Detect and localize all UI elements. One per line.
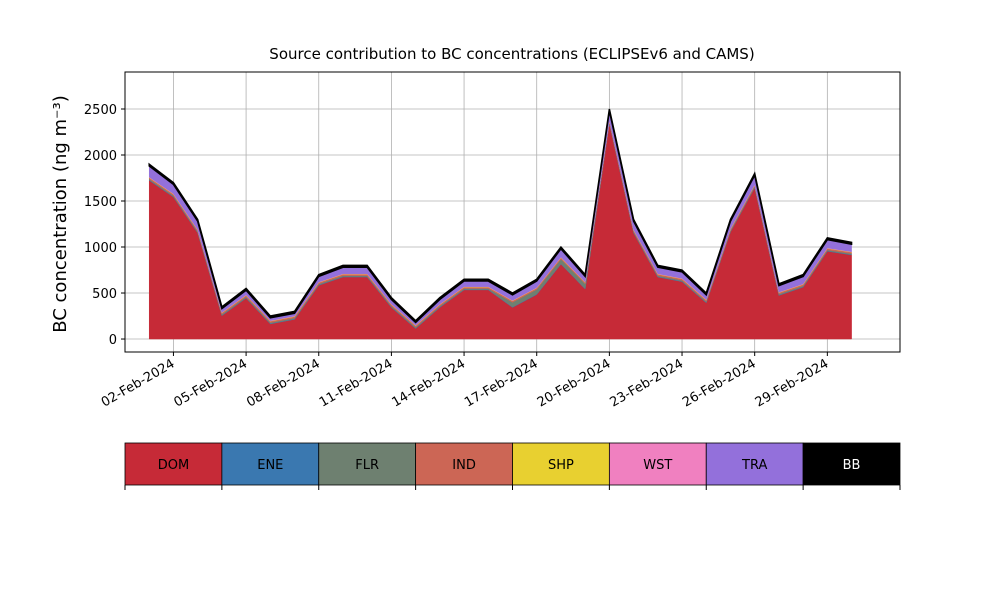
plot-frame: [124, 71, 901, 353]
legend-label: SHP: [548, 458, 574, 473]
legend-swatch: [415, 442, 513, 486]
legend-swatch: [512, 442, 610, 486]
legend-label: ENE: [257, 458, 283, 473]
legend-swatch: [608, 442, 707, 486]
y-tick-label: 2500: [84, 103, 117, 118]
x-tick-label: 14-Feb-2024: [390, 356, 469, 410]
legend-swatch: [318, 442, 417, 486]
x-tick-label: 08-Feb-2024: [244, 356, 323, 410]
area: [148, 108, 853, 324]
legend-label: IND: [452, 458, 476, 473]
y-tick-label: 2000: [84, 149, 117, 164]
legend-label: FLR: [355, 458, 379, 473]
x-tick-label: 02-Feb-2024: [99, 356, 178, 410]
x-tick-label: 26-Feb-2024: [680, 356, 759, 410]
legend-label: DOM: [158, 458, 189, 473]
y-tick-label: 500: [92, 287, 117, 302]
legend-label: WST: [643, 458, 672, 473]
x-tick-label: 17-Feb-2024: [462, 356, 541, 410]
y-tick-label: 1000: [84, 241, 117, 256]
y-tick-label: 1500: [84, 195, 117, 210]
y-axis-label: BC concentration (ng m⁻³): [50, 95, 71, 333]
legend-swatch: [705, 442, 804, 486]
x-tick-label: 29-Feb-2024: [753, 356, 832, 410]
chart-title: Source contribution to BC concentrations…: [269, 45, 754, 63]
legend-swatch: [802, 442, 901, 486]
y-tick-label: 0: [109, 333, 117, 348]
legend-label: TRA: [741, 458, 767, 473]
x-tick-label: 05-Feb-2024: [172, 356, 251, 410]
x-tick-label: 11-Feb-2024: [317, 356, 396, 410]
x-tick-label: 23-Feb-2024: [607, 356, 686, 410]
legend-label: BB: [843, 458, 861, 473]
legend-swatch: [124, 442, 223, 486]
x-tick-label: 20-Feb-2024: [535, 356, 614, 410]
